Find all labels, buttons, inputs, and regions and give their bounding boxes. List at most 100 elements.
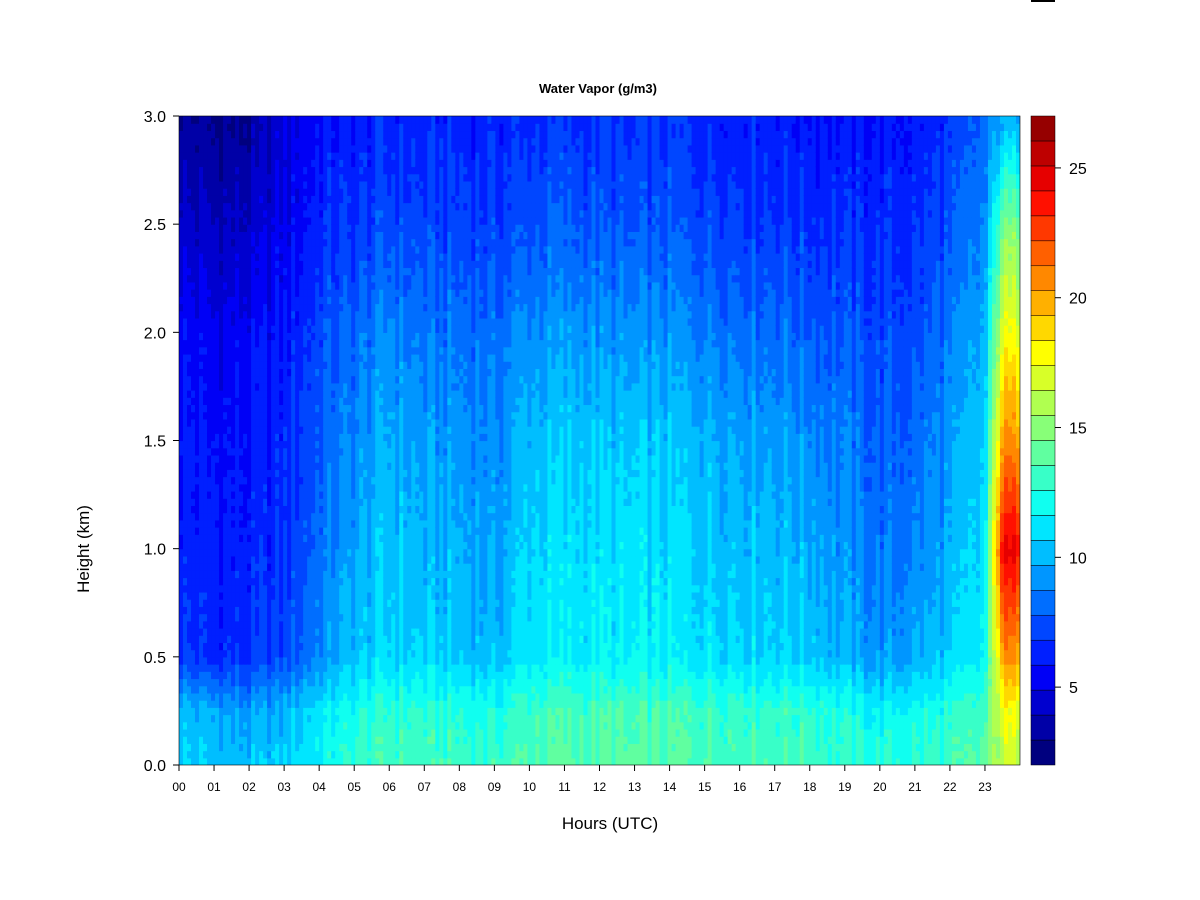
heatmap-cell	[287, 498, 292, 506]
heatmap-cell	[323, 736, 328, 744]
heatmap-cell	[391, 383, 396, 391]
heatmap-cell	[375, 462, 380, 470]
heatmap-cell	[299, 253, 304, 261]
heatmap-cell	[363, 534, 368, 542]
heatmap-cell	[199, 397, 204, 405]
heatmap-cell	[223, 549, 228, 557]
heatmap-cell	[335, 203, 340, 211]
heatmap-cell	[387, 563, 392, 571]
heatmap-cell	[307, 138, 312, 146]
heatmap-cell	[199, 267, 204, 275]
heatmap-cell	[223, 412, 228, 420]
heatmap-cell	[303, 203, 308, 211]
heatmap-cell	[323, 758, 328, 766]
heatmap-cell	[287, 239, 292, 247]
heatmap-cell	[255, 152, 260, 160]
heatmap-cell	[363, 419, 368, 427]
heatmap-cell	[367, 736, 372, 744]
heatmap-cell	[351, 758, 356, 766]
heatmap-cell	[347, 289, 352, 297]
heatmap-cell	[363, 513, 368, 521]
heatmap-cell	[371, 736, 376, 744]
heatmap-cell	[263, 678, 268, 686]
heatmap-cell	[243, 354, 248, 362]
heatmap-cell	[391, 231, 396, 239]
heatmap-cell	[371, 448, 376, 456]
heatmap-cell	[271, 311, 276, 319]
heatmap-cell	[215, 534, 220, 542]
heatmap-cell	[275, 181, 280, 189]
heatmap-cell	[311, 152, 316, 160]
heatmap-cell	[207, 253, 212, 261]
heatmap-cell	[283, 650, 288, 658]
heatmap-cell	[215, 116, 220, 124]
heatmap-cell	[243, 239, 248, 247]
heatmap-cell	[395, 527, 400, 535]
heatmap-cell	[267, 195, 272, 203]
heatmap-cell	[355, 722, 360, 730]
heatmap-cell	[187, 195, 192, 203]
heatmap-cell	[339, 195, 344, 203]
heatmap-cell	[199, 347, 204, 355]
heatmap-cell	[243, 347, 248, 355]
heatmap-cell	[327, 628, 332, 636]
heatmap-cell	[331, 628, 336, 636]
heatmap-cell	[287, 621, 292, 629]
heatmap-cell	[219, 152, 224, 160]
heatmap-cell	[291, 296, 296, 304]
heatmap-cell	[379, 650, 384, 658]
heatmap-cell	[339, 469, 344, 477]
heatmap-cell	[223, 433, 228, 441]
heatmap-cell	[315, 751, 320, 759]
heatmap-cell	[395, 578, 400, 586]
heatmap-cell	[367, 224, 372, 232]
heatmap-cell	[199, 152, 204, 160]
heatmap-cell	[351, 426, 356, 434]
heatmap-cell	[319, 715, 324, 723]
heatmap-cell	[215, 520, 220, 528]
heatmap-cell	[259, 203, 264, 211]
heatmap-cell	[291, 758, 296, 766]
heatmap-cell	[243, 585, 248, 593]
heatmap-cell	[351, 448, 356, 456]
heatmap-cell	[183, 318, 188, 326]
heatmap-cell	[339, 715, 344, 723]
heatmap-cell	[299, 606, 304, 614]
heatmap-cell	[355, 404, 360, 412]
heatmap-cell	[231, 671, 236, 679]
heatmap-cell	[351, 361, 356, 369]
heatmap-cell	[355, 376, 360, 384]
heatmap-cell	[207, 340, 212, 348]
heatmap-cell	[327, 166, 332, 174]
heatmap-cell	[255, 614, 260, 622]
heatmap-cell	[207, 578, 212, 586]
heatmap-cell	[363, 231, 368, 239]
heatmap-cell	[251, 361, 256, 369]
heatmap-cell	[315, 469, 320, 477]
heatmap-cell	[303, 347, 308, 355]
heatmap-cell	[327, 715, 332, 723]
heatmap-cell	[375, 303, 380, 311]
heatmap-cell	[355, 628, 360, 636]
heatmap-cell	[187, 541, 192, 549]
heatmap-cell	[279, 130, 284, 138]
heatmap-cell	[239, 614, 244, 622]
heatmap-cell	[191, 707, 196, 715]
heatmap-cell	[231, 426, 236, 434]
heatmap-cell	[351, 275, 356, 283]
heatmap-cell	[327, 303, 332, 311]
heatmap-cell	[219, 325, 224, 333]
heatmap-cell	[275, 455, 280, 463]
heatmap-cell	[275, 621, 280, 629]
heatmap-cell	[291, 383, 296, 391]
heatmap-cell	[211, 332, 216, 340]
heatmap-cell	[319, 563, 324, 571]
heatmap-cell	[359, 239, 364, 247]
heatmap-cell	[379, 541, 384, 549]
heatmap-cell	[279, 340, 284, 348]
heatmap-cell	[263, 426, 268, 434]
heatmap-cell	[303, 174, 308, 182]
heatmap-cell	[319, 275, 324, 283]
heatmap-cell	[215, 657, 220, 665]
heatmap-cell	[307, 635, 312, 643]
